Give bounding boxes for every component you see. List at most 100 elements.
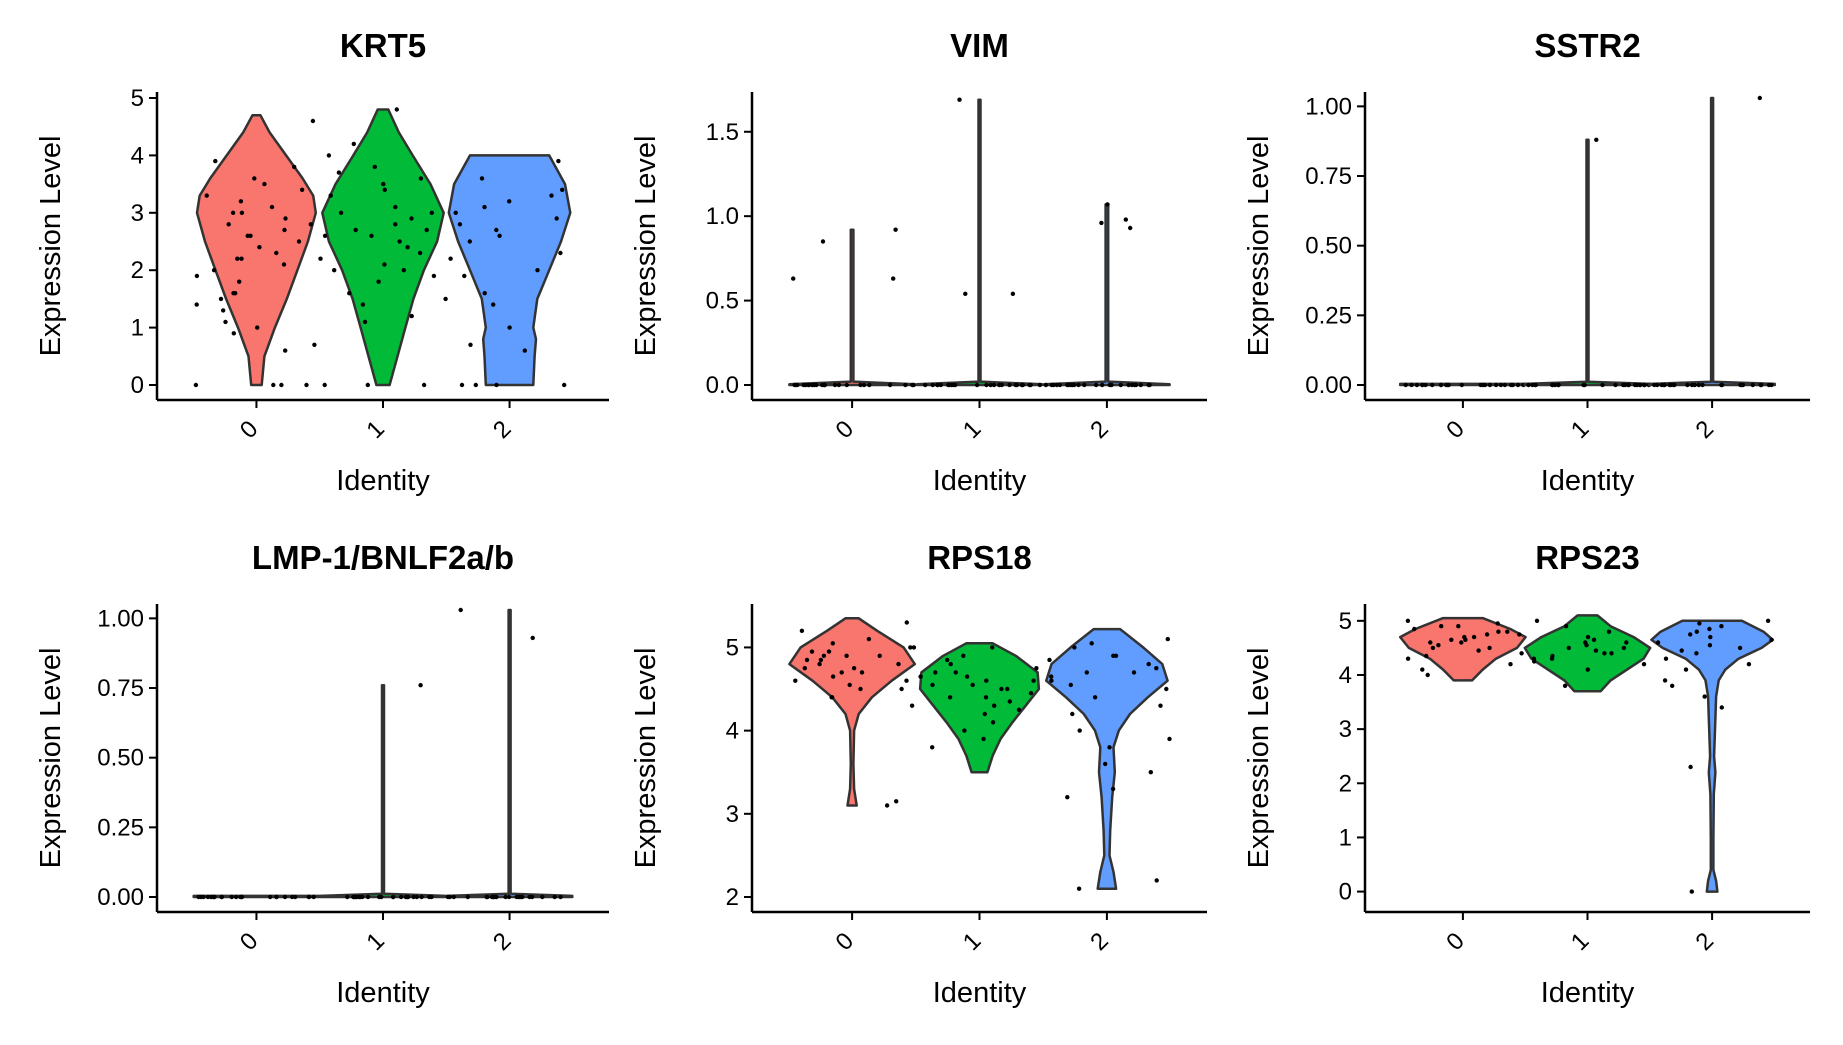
data-point [791,276,796,281]
data-point [1531,656,1537,661]
data-point [328,193,333,198]
data-point [304,382,309,388]
data-point [984,678,989,683]
data-point [1409,382,1414,388]
data-point [397,239,402,244]
x-tick-label: 1 [1566,415,1595,444]
data-point [804,657,810,663]
violin-shape [195,113,318,387]
data-point [391,894,396,900]
data-point [296,239,302,244]
data-point [248,233,253,238]
x-tick-label: 0 [235,415,264,444]
data-point [552,894,557,900]
x-tick-label: 0 [235,927,264,956]
x-tick-label: 2 [1085,927,1114,956]
y-tick-label: 1.5 [706,119,739,146]
x-axis-label: Identity [1541,465,1635,497]
data-point [1582,382,1587,388]
data-point [1028,382,1033,388]
data-point [306,894,312,900]
data-point [1057,382,1063,388]
data-point [866,636,872,642]
data-point [522,348,527,353]
data-point [999,382,1004,388]
data-point [1533,382,1539,388]
data-point [818,657,824,663]
y-tick-label: 0.0 [706,372,739,399]
data-point [1425,672,1430,678]
data-point [961,653,966,658]
data-point [1758,382,1763,388]
data-point [312,342,317,347]
x-tick-label: 2 [1085,415,1114,444]
data-point [1070,711,1075,717]
y-tick-label: 0.00 [97,884,144,911]
data-point [1508,662,1513,667]
data-point [1750,382,1756,388]
data-point [1110,786,1116,792]
data-point [859,670,865,675]
data-point [1047,657,1052,663]
y-tick-label: 1.0 [706,203,739,230]
data-point [984,382,989,388]
data-point [507,199,512,204]
data-point [1594,137,1599,142]
y-tick-label: 0.5 [706,288,739,315]
data-point [1519,651,1524,656]
data-point [820,239,826,244]
data-point [1694,629,1700,634]
data-point [1123,217,1129,222]
data-point [462,273,467,279]
data-point [336,170,342,175]
data-point [945,657,950,663]
data-point [1737,645,1743,651]
y-tick-label: 0 [131,372,144,399]
data-point [1107,745,1112,750]
data-point [1495,621,1500,626]
y-tick-label: 3 [131,200,144,227]
data-point [1066,382,1071,388]
data-point [418,176,424,181]
data-point [1746,662,1752,667]
x-axis-label: Identity [933,465,1027,497]
data-point [1585,634,1591,640]
data-point [491,894,496,900]
data-point [401,268,406,273]
x-tick-label: 0 [831,415,860,444]
data-point [365,894,371,900]
data-point [1147,382,1152,388]
y-tick-label: 5 [1339,608,1352,635]
data-point [1670,683,1675,688]
data-point [829,695,835,700]
x-tick-label: 1 [958,927,987,956]
data-point [894,799,899,804]
data-point [935,382,940,388]
data-point [234,894,239,900]
data-point [540,894,545,900]
data-point [1642,382,1647,388]
data-point [405,245,410,250]
data-point [1498,382,1504,388]
data-point [1689,382,1695,388]
violin-shape [915,98,1044,387]
data-point [1128,225,1133,231]
data-point [530,635,535,641]
violin-shape [447,154,572,387]
data-point [1688,764,1693,770]
y-tick-label: 4 [1339,662,1352,689]
y-tick-label: 5 [131,85,144,112]
data-point [1126,382,1131,388]
panel-rps23: RPS23 0 1 2 3 4 5 Expression Level Identity 0 1 2 [1243,539,1810,1009]
data-point [409,313,414,319]
data-point [821,653,827,658]
data-point [851,666,857,671]
data-point [345,894,350,900]
data-point [964,674,970,679]
data-point [205,894,211,900]
data-point [867,382,872,388]
data-point [558,894,563,900]
data-point [451,894,456,900]
data-point [308,222,313,227]
data-point [1129,382,1135,388]
